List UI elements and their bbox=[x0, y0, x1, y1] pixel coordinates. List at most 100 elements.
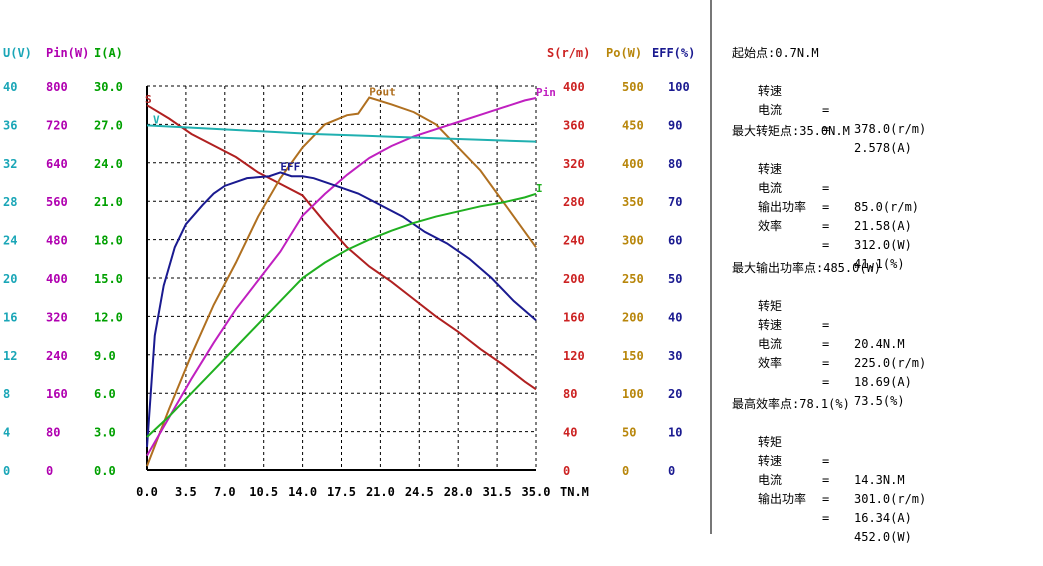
row-label: 电流 bbox=[758, 103, 783, 117]
series-line-v bbox=[146, 124, 537, 143]
right-axis-tick-label: 200 bbox=[563, 272, 585, 286]
max-torque-row: 效率 = 41.1(%) bbox=[732, 198, 905, 271]
right-axis-tick-label: 350 bbox=[622, 195, 644, 209]
left-axis-tick-label: 32 bbox=[3, 157, 17, 171]
max-eff-row: 输出功率 = 452.0(W) bbox=[732, 471, 912, 544]
x-axis-tick-label: 10.5 bbox=[249, 485, 278, 499]
right-axis-tick-label: 240 bbox=[563, 234, 585, 248]
right-axis-tick-label: 40 bbox=[668, 310, 682, 324]
right-axis-tick-label: 50 bbox=[668, 272, 682, 286]
x-axis-tick-label: 7.0 bbox=[214, 485, 236, 499]
series-line-pin bbox=[146, 97, 537, 457]
left-axis-tick-label: 0 bbox=[46, 464, 53, 478]
left-axis-tick-label: 80 bbox=[46, 426, 60, 440]
left-axis-tick-label: 160 bbox=[46, 387, 68, 401]
left-axis-tick-label: 28 bbox=[3, 195, 17, 209]
left-axis-tick-label: 20 bbox=[3, 272, 17, 286]
left-axis-tick-label: 560 bbox=[46, 195, 68, 209]
start-speed-row: 转速 = 378.0(r/m) bbox=[732, 63, 926, 136]
right-axis-tick-label: 250 bbox=[622, 272, 644, 286]
row-label: 电流 bbox=[758, 181, 783, 195]
row-label: 转速 bbox=[758, 454, 783, 468]
left-axis-tick-label: 3.0 bbox=[94, 426, 116, 440]
right-axis-tick-label: 40 bbox=[563, 426, 577, 440]
left-axis-tick-label: 8 bbox=[3, 387, 10, 401]
panel-divider bbox=[710, 0, 712, 534]
left-axis-tick-label: 15.0 bbox=[94, 272, 123, 286]
series-label-eff: EFF bbox=[280, 160, 300, 173]
left-axis-tick-label: 800 bbox=[46, 80, 68, 94]
row-value: 20.4N.M bbox=[854, 337, 905, 351]
max-eff-row: 电流 = 16.34(A) bbox=[732, 452, 912, 525]
right-axis-tick-label: 0 bbox=[622, 464, 629, 478]
left-axis-tick-label: 24.0 bbox=[94, 157, 123, 171]
row-equals: = bbox=[822, 356, 830, 370]
row-value: 301.0(r/m) bbox=[854, 492, 927, 506]
row-value: 16.34(A) bbox=[854, 511, 912, 525]
series-line-i bbox=[146, 192, 537, 438]
left-axis-tick-label: 400 bbox=[46, 272, 68, 286]
max-power-row: 转速 = 225.0(r/m) bbox=[732, 297, 926, 370]
right-axis-tick-label: 200 bbox=[622, 310, 644, 324]
row-equals: = bbox=[822, 473, 830, 487]
right-axis-tick-label: 80 bbox=[563, 387, 577, 401]
right-axis-tick-label: 280 bbox=[563, 195, 585, 209]
right-axis-tick-label: 360 bbox=[563, 118, 585, 132]
x-axis-tick-label: 35.0 bbox=[522, 485, 551, 499]
left-axis-tick-label: 27.0 bbox=[94, 118, 123, 132]
left-axis-header: Pin(W) bbox=[46, 46, 89, 60]
right-axis-tick-label: 300 bbox=[622, 234, 644, 248]
row-value: 18.69(A) bbox=[854, 375, 912, 389]
max-eff-title: 最高效率点:78.1(%) bbox=[732, 397, 850, 411]
right-axis-tick-label: 100 bbox=[622, 387, 644, 401]
row-value: 21.58(A) bbox=[854, 219, 912, 233]
right-axis-tick-label: 80 bbox=[668, 157, 682, 171]
max-power-row: 电流 = 18.69(A) bbox=[732, 316, 912, 389]
max-torque-row: 输出功率 = 312.0(W) bbox=[732, 179, 912, 252]
x-axis-tick-label: 24.5 bbox=[405, 485, 434, 499]
start-current-row: 电流 = 2.578(A) bbox=[732, 82, 912, 155]
row-label: 效率 bbox=[758, 219, 783, 233]
left-axis-tick-label: 0 bbox=[3, 464, 10, 478]
row-equals: = bbox=[822, 375, 830, 389]
left-axis-tick-label: 16 bbox=[3, 310, 17, 324]
series-label-pin: Pin bbox=[536, 86, 556, 99]
right-axis-tick-label: 320 bbox=[563, 157, 585, 171]
left-axis-tick-label: 320 bbox=[46, 310, 68, 324]
row-equals: = bbox=[822, 200, 830, 214]
row-value: 225.0(r/m) bbox=[854, 356, 927, 370]
left-axis-tick-label: 9.0 bbox=[94, 349, 116, 363]
row-equals: = bbox=[822, 181, 830, 195]
left-axis-tick-label: 12.0 bbox=[94, 310, 123, 324]
x-axis-tick-label: 17.5 bbox=[327, 485, 356, 499]
right-axis-tick-label: 150 bbox=[622, 349, 644, 363]
max-power-row: 效率 = 73.5(%) bbox=[732, 335, 905, 408]
left-axis-tick-label: 21.0 bbox=[94, 195, 123, 209]
max-power-row: 转矩 = 20.4N.M bbox=[732, 278, 905, 351]
row-value: 452.0(W) bbox=[854, 530, 912, 544]
max-eff-row: 转矩 = 14.3N.M bbox=[732, 414, 905, 487]
row-label: 转速 bbox=[758, 84, 783, 98]
left-axis-tick-label: 640 bbox=[46, 157, 68, 171]
left-axis-tick-label: 240 bbox=[46, 349, 68, 363]
row-equals: = bbox=[822, 318, 830, 332]
info-max-power: 最大输出功率点:485.0(W) 转矩 = 20.4N.M 转速 = 225.0… bbox=[732, 259, 926, 408]
row-equals: = bbox=[822, 511, 830, 525]
right-axis-tick-label: 10 bbox=[668, 426, 682, 440]
left-axis-tick-label: 18.0 bbox=[94, 234, 123, 248]
x-axis-tick-label: 0.0 bbox=[136, 485, 158, 499]
right-axis-tick-label: 450 bbox=[622, 118, 644, 132]
right-axis-header: S(r/m) bbox=[547, 46, 590, 60]
right-axis-tick-label: 500 bbox=[622, 80, 644, 94]
right-axis-tick-label: 90 bbox=[668, 118, 682, 132]
row-equals: = bbox=[822, 122, 830, 136]
series-line-eff bbox=[146, 171, 537, 448]
row-equals: = bbox=[822, 337, 830, 351]
right-axis-tick-label: 30 bbox=[668, 349, 682, 363]
series-line-pout bbox=[146, 96, 537, 467]
x-axis-tick-label: 21.0 bbox=[366, 485, 395, 499]
row-equals: = bbox=[822, 103, 830, 117]
left-axis-tick-label: 480 bbox=[46, 234, 68, 248]
max-torque-row: 电流 = 21.58(A) bbox=[732, 160, 912, 233]
info-start-point: 起始点:0.7N.M 转速 = 378.0(r/m) 电流 = 2.578(A) bbox=[732, 44, 926, 155]
